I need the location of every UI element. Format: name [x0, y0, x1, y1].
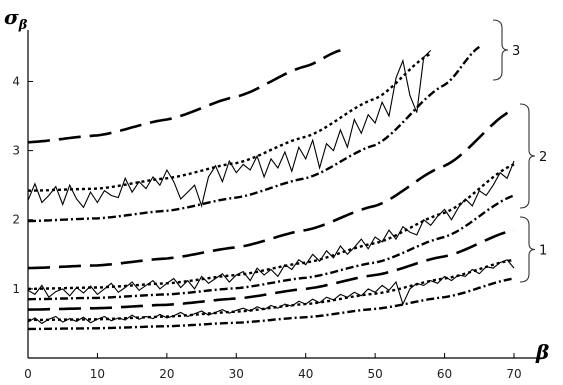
- group-label: 1: [539, 244, 547, 259]
- series-line-2-noisy: [27, 160, 515, 299]
- series-line-3-noisy: [27, 50, 432, 209]
- x-tick-label: 30: [229, 367, 244, 381]
- brackets-layer: 3 2 1: [492, 19, 547, 283]
- y-tick-label: 3: [12, 144, 20, 158]
- axes-layer: [27, 30, 545, 359]
- x-tick-label: 50: [368, 367, 383, 381]
- ticks-layer: 0 10 20 30 40 50 60 70 1 2 3 4: [12, 74, 521, 381]
- x-tick-label: 70: [506, 367, 521, 381]
- x-axis-label: β: [535, 340, 549, 364]
- group-label: 2: [539, 150, 547, 165]
- series-line-2-dashdot: [28, 194, 515, 301]
- x-tick-label: 40: [298, 367, 313, 381]
- x-tick-label: 0: [24, 367, 32, 381]
- group-label: 3: [512, 44, 520, 59]
- group-bracket: [492, 19, 509, 81]
- series-line-3-dashdot: [27, 45, 481, 223]
- series-line-3-dotted: [27, 52, 432, 192]
- y-axis-label: σβ: [4, 5, 28, 33]
- series-line-2-dotted: [27, 163, 515, 291]
- group-bracket: [519, 216, 536, 283]
- y-tick-label: 1: [12, 282, 20, 296]
- x-tick-label: 10: [90, 367, 105, 381]
- x-tick-label: 20: [159, 367, 174, 381]
- group-bracket: [519, 103, 536, 209]
- series-line-2-dashed: [27, 107, 515, 270]
- y-tick-label: 2: [12, 213, 20, 227]
- series-line-1-dashed: [28, 228, 515, 311]
- x-tick-label: 60: [437, 367, 452, 381]
- series-layer: [27, 45, 515, 331]
- series-line-1-dashdot: [27, 277, 515, 331]
- series-line-1-noisy: [27, 259, 515, 325]
- series-line-3-dashed: [27, 49, 341, 144]
- y-tick-label: 4: [12, 74, 20, 88]
